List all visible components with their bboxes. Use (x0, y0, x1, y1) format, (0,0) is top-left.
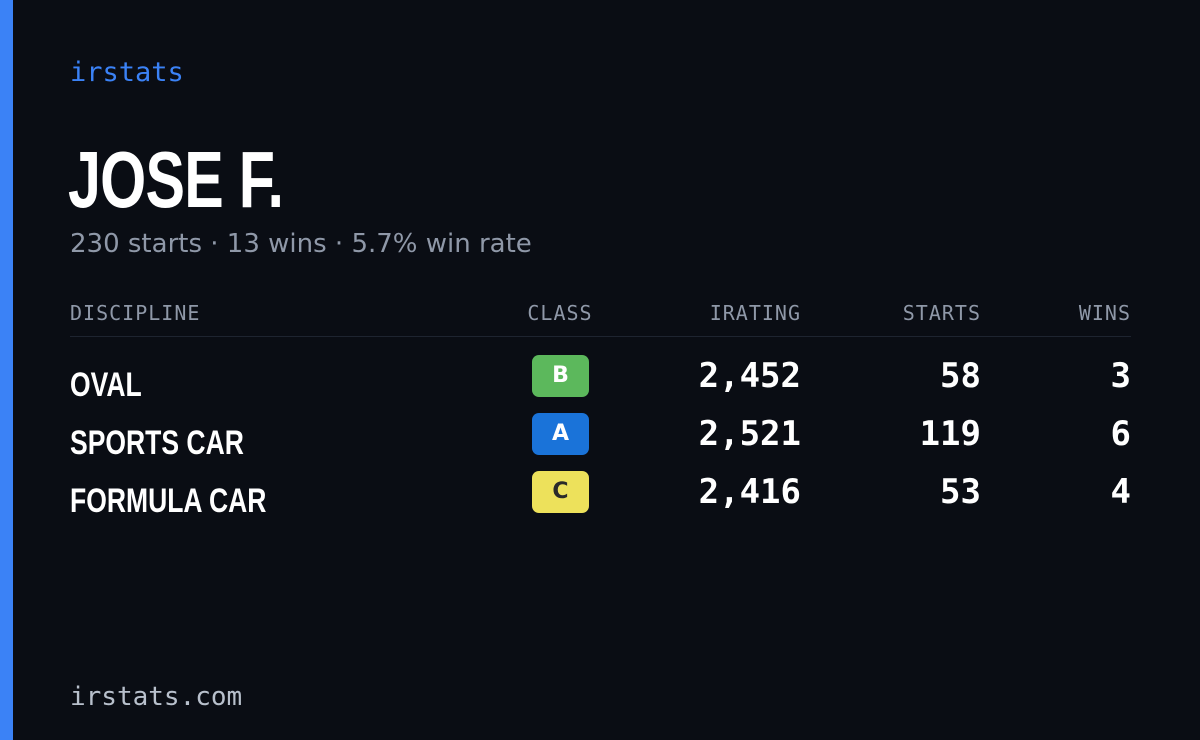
table-header: DISCIPLINE CLASS IRATING STARTS WINS (70, 296, 1131, 337)
table-body: OVAL B 2,452 58 3 SPORTS CAR A 2,521 119… (70, 353, 1131, 527)
header-wins: WINS (1078, 301, 1131, 325)
irating-value: 2,452 (698, 356, 801, 396)
discipline-name: FORMULA CAR (70, 482, 267, 520)
irating-value: 2,521 (698, 414, 801, 454)
class-badge: B (532, 355, 589, 397)
irating-value: 2,416 (698, 472, 801, 512)
driver-summary: 230 starts · 13 wins · 5.7% win rate (70, 229, 532, 259)
class-badge: C (532, 471, 589, 513)
starts-value: 58 (940, 356, 981, 396)
table-row: OVAL B 2,452 58 3 (70, 353, 1131, 411)
footer-url: irstats.com (70, 682, 243, 712)
header-irating: IRATING (709, 301, 801, 325)
class-badge: A (532, 413, 589, 455)
accent-bar (0, 0, 13, 740)
table-row: FORMULA CAR C 2,416 53 4 (70, 469, 1131, 527)
starts-value: 119 (919, 414, 981, 454)
driver-name: JOSE F. (68, 135, 284, 224)
table-row: SPORTS CAR A 2,521 119 6 (70, 411, 1131, 469)
discipline-name: OVAL (70, 366, 142, 404)
header-class: CLASS (527, 301, 593, 325)
starts-value: 53 (940, 472, 981, 512)
wins-value: 6 (1110, 414, 1131, 454)
discipline-table: DISCIPLINE CLASS IRATING STARTS WINS OVA… (70, 296, 1131, 527)
header-starts: STARTS (902, 301, 981, 325)
wins-value: 3 (1110, 356, 1131, 396)
header-discipline: DISCIPLINE (70, 301, 201, 325)
discipline-name: SPORTS CAR (70, 424, 244, 462)
brand-logo-text: irstats (70, 57, 184, 88)
wins-value: 4 (1110, 472, 1131, 512)
